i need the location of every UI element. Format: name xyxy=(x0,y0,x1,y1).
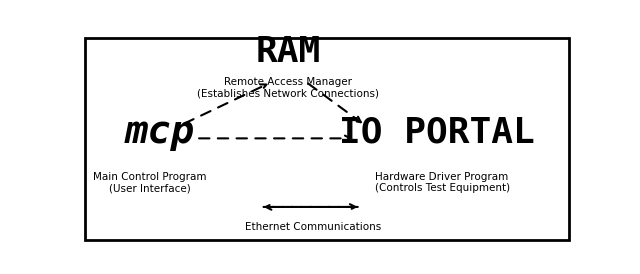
Text: IO PORTAL: IO PORTAL xyxy=(339,115,535,149)
Text: Ethernet Communications: Ethernet Communications xyxy=(245,222,381,232)
Text: Remote Access Manager
(Establishes Network Connections): Remote Access Manager (Establishes Netwo… xyxy=(197,77,380,99)
Text: Hardware Driver Program
(Controls Test Equipment): Hardware Driver Program (Controls Test E… xyxy=(374,172,509,193)
Text: Main Control Program
(User Interface): Main Control Program (User Interface) xyxy=(93,172,206,193)
Text: mcp: mcp xyxy=(124,113,195,151)
Text: RAM: RAM xyxy=(256,35,321,69)
